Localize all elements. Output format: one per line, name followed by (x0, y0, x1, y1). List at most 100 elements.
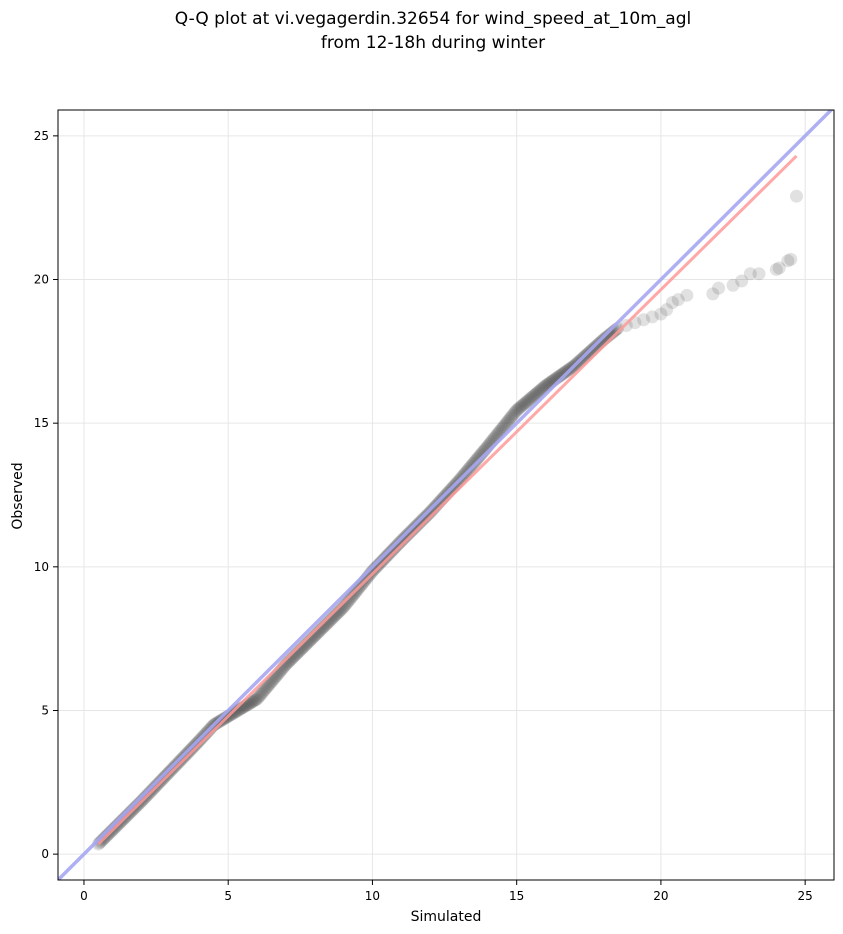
data-point-403 (665, 296, 679, 309)
data-point-411 (752, 267, 766, 281)
data-point-216 (375, 555, 389, 569)
data-point-312 (501, 415, 514, 429)
data-point-407 (712, 281, 726, 295)
y-axis-label: Observed (10, 462, 26, 529)
data-point-190 (341, 595, 355, 609)
data-point-405 (680, 288, 694, 302)
data-point-353 (554, 368, 568, 382)
data-point-118 (246, 694, 260, 708)
data-point-225 (386, 542, 400, 556)
data-point-404 (671, 293, 685, 307)
x-tick-label-2: 10 (365, 889, 380, 903)
data-point-335 (531, 385, 545, 399)
data-point-288 (469, 453, 483, 467)
data-point-125 (255, 686, 269, 700)
data-point-60 (170, 757, 184, 771)
x-axis-ticks: 0 5 10 15 20 25 (80, 880, 813, 903)
x-tick-label-3: 15 (509, 889, 524, 903)
data-point-402 (660, 303, 674, 317)
data-point-123 (253, 689, 267, 703)
data-point-57 (166, 761, 180, 775)
data-point-223 (384, 545, 398, 559)
data-point-287 (468, 455, 482, 469)
x-tick-label-4: 20 (653, 889, 668, 903)
identity-line (58, 110, 834, 880)
data-point-331 (525, 390, 539, 404)
data-point-94 (215, 713, 229, 727)
data-point-226 (388, 541, 402, 555)
data-point-56 (165, 762, 179, 776)
data-point-323 (515, 399, 529, 413)
data-point-332 (527, 389, 541, 403)
data-point-124 (254, 687, 268, 701)
data-point-309 (497, 420, 511, 434)
data-point-192 (343, 592, 357, 606)
data-point-318 (508, 405, 522, 419)
data-point-193 (344, 590, 358, 604)
data-point-408 (726, 278, 740, 292)
data-point-324 (516, 398, 530, 412)
data-point-319 (510, 403, 524, 417)
data-point-106 (230, 704, 244, 718)
data-point-121 (250, 692, 264, 706)
y-tick-label-0: 0 (41, 847, 49, 861)
chart-title-line-2: from 12-18h during winter (321, 33, 545, 53)
y-tick-label-2: 10 (34, 560, 49, 574)
data-point-122 (251, 690, 265, 704)
data-point-406 (706, 287, 720, 301)
data-point-316 (506, 408, 520, 422)
y-tick-label-1: 5 (41, 703, 49, 717)
data-point-414 (781, 254, 795, 268)
data-point-119 (247, 694, 261, 708)
data-point-412 (769, 262, 783, 276)
data-point-219 (379, 550, 393, 564)
reference-lines (58, 110, 834, 880)
data-point-194 (346, 589, 360, 603)
data-point-401 (654, 307, 668, 321)
data-point-228 (390, 538, 404, 552)
data-point-107 (232, 703, 246, 717)
data-point-285 (465, 458, 479, 472)
data-point-307 (494, 423, 508, 437)
y-tick-label-4: 20 (34, 273, 49, 287)
data-point-399 (637, 313, 651, 327)
plot-frame (57, 109, 835, 881)
data-point-356 (558, 365, 572, 379)
data-point-336 (532, 384, 546, 398)
data-point-130 (262, 678, 276, 692)
data-point-337 (533, 383, 547, 397)
data-point-320 (511, 402, 525, 416)
data-point-313 (502, 413, 516, 427)
data-point-326 (519, 395, 533, 409)
data-point-191 (342, 594, 356, 608)
y-tick-label-3: 15 (34, 416, 49, 430)
data-point-129 (261, 679, 275, 693)
data-point-410 (743, 267, 757, 281)
data-point-128 (259, 681, 273, 695)
y-tick-label-5: 25 (34, 129, 49, 143)
data-point-400 (645, 310, 659, 324)
data-point-117 (245, 695, 259, 709)
data-point-327 (520, 394, 534, 408)
data-point-310 (498, 418, 512, 432)
data-point-289 (470, 452, 484, 466)
data-point-355 (557, 366, 571, 380)
data-point-415 (784, 252, 798, 266)
data-point-221 (381, 548, 395, 562)
data-point-286 (466, 456, 480, 470)
y-axis-ticks: 0 5 10 15 20 25 (34, 129, 58, 861)
data-point-215 (373, 556, 387, 570)
data-point-93 (213, 714, 227, 728)
data-point-126 (257, 684, 271, 698)
data-point-224 (385, 544, 399, 558)
data-point-311 (499, 416, 513, 430)
x-tick-label-1: 5 (224, 889, 232, 903)
data-point-416 (790, 189, 803, 203)
data-point-127 (258, 683, 272, 697)
data-point-325 (518, 397, 532, 411)
grid (58, 110, 834, 880)
fit-line (97, 154, 798, 846)
data-point-334 (529, 387, 543, 401)
